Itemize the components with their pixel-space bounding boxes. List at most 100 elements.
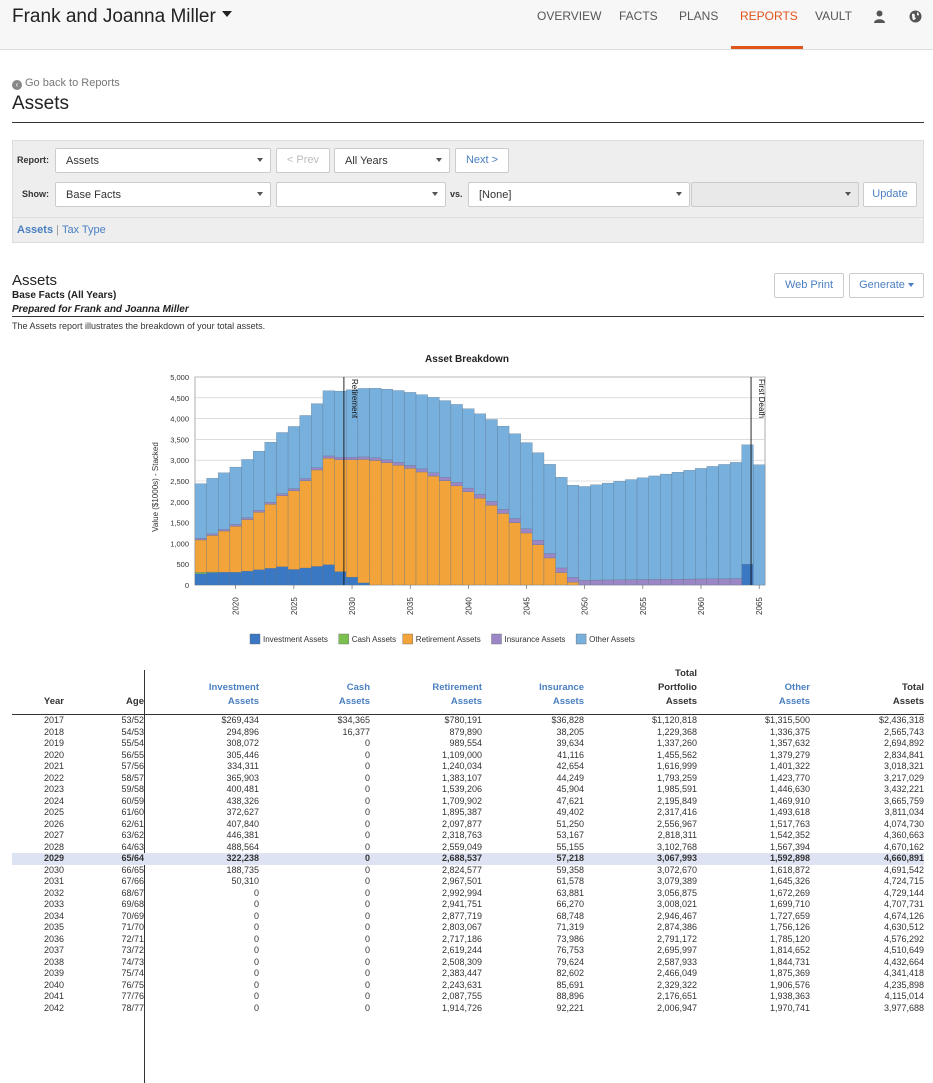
- cell-age: 54/53: [121, 726, 144, 737]
- show-select[interactable]: Base Facts: [55, 182, 271, 207]
- update-button[interactable]: Update: [863, 182, 917, 207]
- col-cash-assets[interactable]: Cash Assets: [302, 681, 370, 709]
- cell-total-portfolio: 1,616,999: [656, 761, 697, 771]
- bar-segment: [299, 415, 312, 479]
- bar-segment: [299, 478, 312, 481]
- legend-swatch: [249, 633, 261, 645]
- cell-total: 4,576,292: [883, 933, 924, 944]
- bar-segment: [346, 457, 359, 460]
- bar-segment: [474, 494, 486, 499]
- next-button[interactable]: Next >: [455, 148, 509, 173]
- show-label: Show:: [22, 189, 49, 199]
- bar-segment: [753, 464, 766, 586]
- cell-other: 1,379,279: [769, 749, 810, 760]
- nav-plans[interactable]: PLANS: [679, 9, 719, 23]
- nav-reports[interactable]: REPORTS: [740, 9, 798, 23]
- cell-other: 1,970,741: [769, 1002, 810, 1013]
- bar-segment: [695, 468, 707, 580]
- bar-segment: [450, 482, 463, 487]
- cell-total: 3,018,321: [883, 761, 924, 771]
- cell-insurance: 79,624: [556, 956, 584, 967]
- cell-other: 1,699,710: [769, 899, 810, 909]
- col-insurance-assets[interactable]: Insurance Assets: [512, 681, 584, 709]
- show-secondary-select[interactable]: [276, 182, 446, 207]
- bar-segment: [253, 569, 265, 586]
- report-select[interactable]: Assets: [55, 148, 271, 173]
- bar-segment: [218, 572, 231, 586]
- cell-year: 2037: [43, 945, 64, 955]
- bar-segment: [194, 573, 207, 586]
- nav-vault[interactable]: VAULT: [815, 9, 852, 23]
- bar-segment: [311, 467, 324, 471]
- cell-retirement: $780,191: [444, 715, 482, 725]
- cell-other: 1,875,369: [769, 968, 810, 978]
- dropdown-arrow-icon: [845, 192, 851, 196]
- cell-other: $1,315,500: [764, 715, 810, 725]
- chart-y-axis-label: Value ($1000s) - Stacked: [151, 442, 160, 532]
- vs-secondary-select[interactable]: [691, 182, 859, 207]
- cell-year: 2034: [43, 910, 64, 921]
- bar-segment: [706, 578, 719, 586]
- nav-facts[interactable]: FACTS: [619, 9, 658, 23]
- cell-total-portfolio: 2,695,997: [656, 945, 697, 955]
- bar-segment: [625, 579, 638, 586]
- bar-segment: [718, 464, 731, 579]
- cell-total-portfolio: 2,791,172: [656, 933, 697, 944]
- report-subtitle: Base Facts (All Years): [12, 290, 117, 301]
- bar-segment: [334, 390, 347, 458]
- user-icon[interactable]: [873, 10, 886, 23]
- y-tick-label: 5,000: [170, 373, 189, 382]
- bar-segment: [357, 582, 370, 586]
- cell-total: 4,660,891: [883, 853, 924, 863]
- bar-segment: [427, 475, 440, 586]
- tab-tax-type[interactable]: Tax Type: [61, 224, 106, 236]
- cell-age: 72/71: [121, 933, 144, 944]
- bar-segment: [369, 457, 382, 461]
- col-retirement-assets[interactable]: Retirement Assets: [408, 681, 482, 709]
- cell-age: 76/75: [121, 979, 144, 990]
- nav-overview[interactable]: OVERVIEW: [537, 9, 602, 23]
- client-selector[interactable]: Frank and Joanna Miller: [12, 6, 232, 28]
- cell-total-portfolio: 3,102,768: [656, 841, 697, 852]
- cell-other: 1,618,872: [769, 864, 810, 875]
- bar-segment: [520, 532, 533, 586]
- bar-segment: [322, 455, 335, 459]
- cell-cash: 0: [364, 761, 370, 771]
- globe-icon[interactable]: [909, 10, 922, 23]
- cell-insurance: 76,753: [556, 945, 584, 955]
- bar-segment: [729, 462, 742, 579]
- cell-age: 67/66: [121, 876, 144, 886]
- bar-segment: [311, 566, 324, 586]
- cell-cash: 0: [364, 784, 370, 794]
- cell-retirement: 1,240,034: [441, 761, 482, 771]
- bar-segment: [380, 388, 393, 461]
- table-row: 2019 55/54 308,072 0 989,554 39,634 1,337,260 1…: [12, 738, 924, 750]
- web-print-button[interactable]: Web Print: [774, 273, 844, 298]
- cell-total: 4,691,542: [883, 864, 924, 875]
- back-to-reports-link[interactable]: ‹ Go back to Reports: [12, 77, 120, 90]
- table-header: Year Age Investment Assets Cash Assets Ret…: [12, 668, 924, 715]
- col-investment-assets[interactable]: Investment Assets: [182, 681, 259, 709]
- vs-select[interactable]: [None]: [468, 182, 690, 207]
- prev-button[interactable]: < Prev: [276, 148, 330, 173]
- cell-investment: $269,434: [221, 715, 259, 725]
- cell-total: 4,630,512: [883, 922, 924, 932]
- bar-segment: [485, 419, 498, 502]
- cell-total: 2,834,841: [883, 749, 924, 760]
- x-tick-label: 2065: [755, 597, 764, 615]
- cell-cash: 0: [364, 887, 370, 898]
- cell-age: 74/73: [121, 956, 144, 967]
- col-other-assets[interactable]: Other Assets: [732, 681, 810, 709]
- bar-segment: [206, 478, 219, 535]
- bar-segment: [404, 468, 417, 586]
- cell-year: 2039: [43, 968, 64, 978]
- bar-segment: [346, 459, 359, 578]
- bar-segment: [415, 468, 428, 473]
- bar-segment: [229, 466, 242, 525]
- years-select[interactable]: All Years: [334, 148, 450, 173]
- tab-assets[interactable]: Assets: [17, 224, 54, 236]
- bar-segment: [264, 504, 277, 569]
- bar-segment: [206, 572, 219, 586]
- generate-button[interactable]: Generate: [849, 273, 924, 298]
- legend-swatch: [338, 633, 349, 645]
